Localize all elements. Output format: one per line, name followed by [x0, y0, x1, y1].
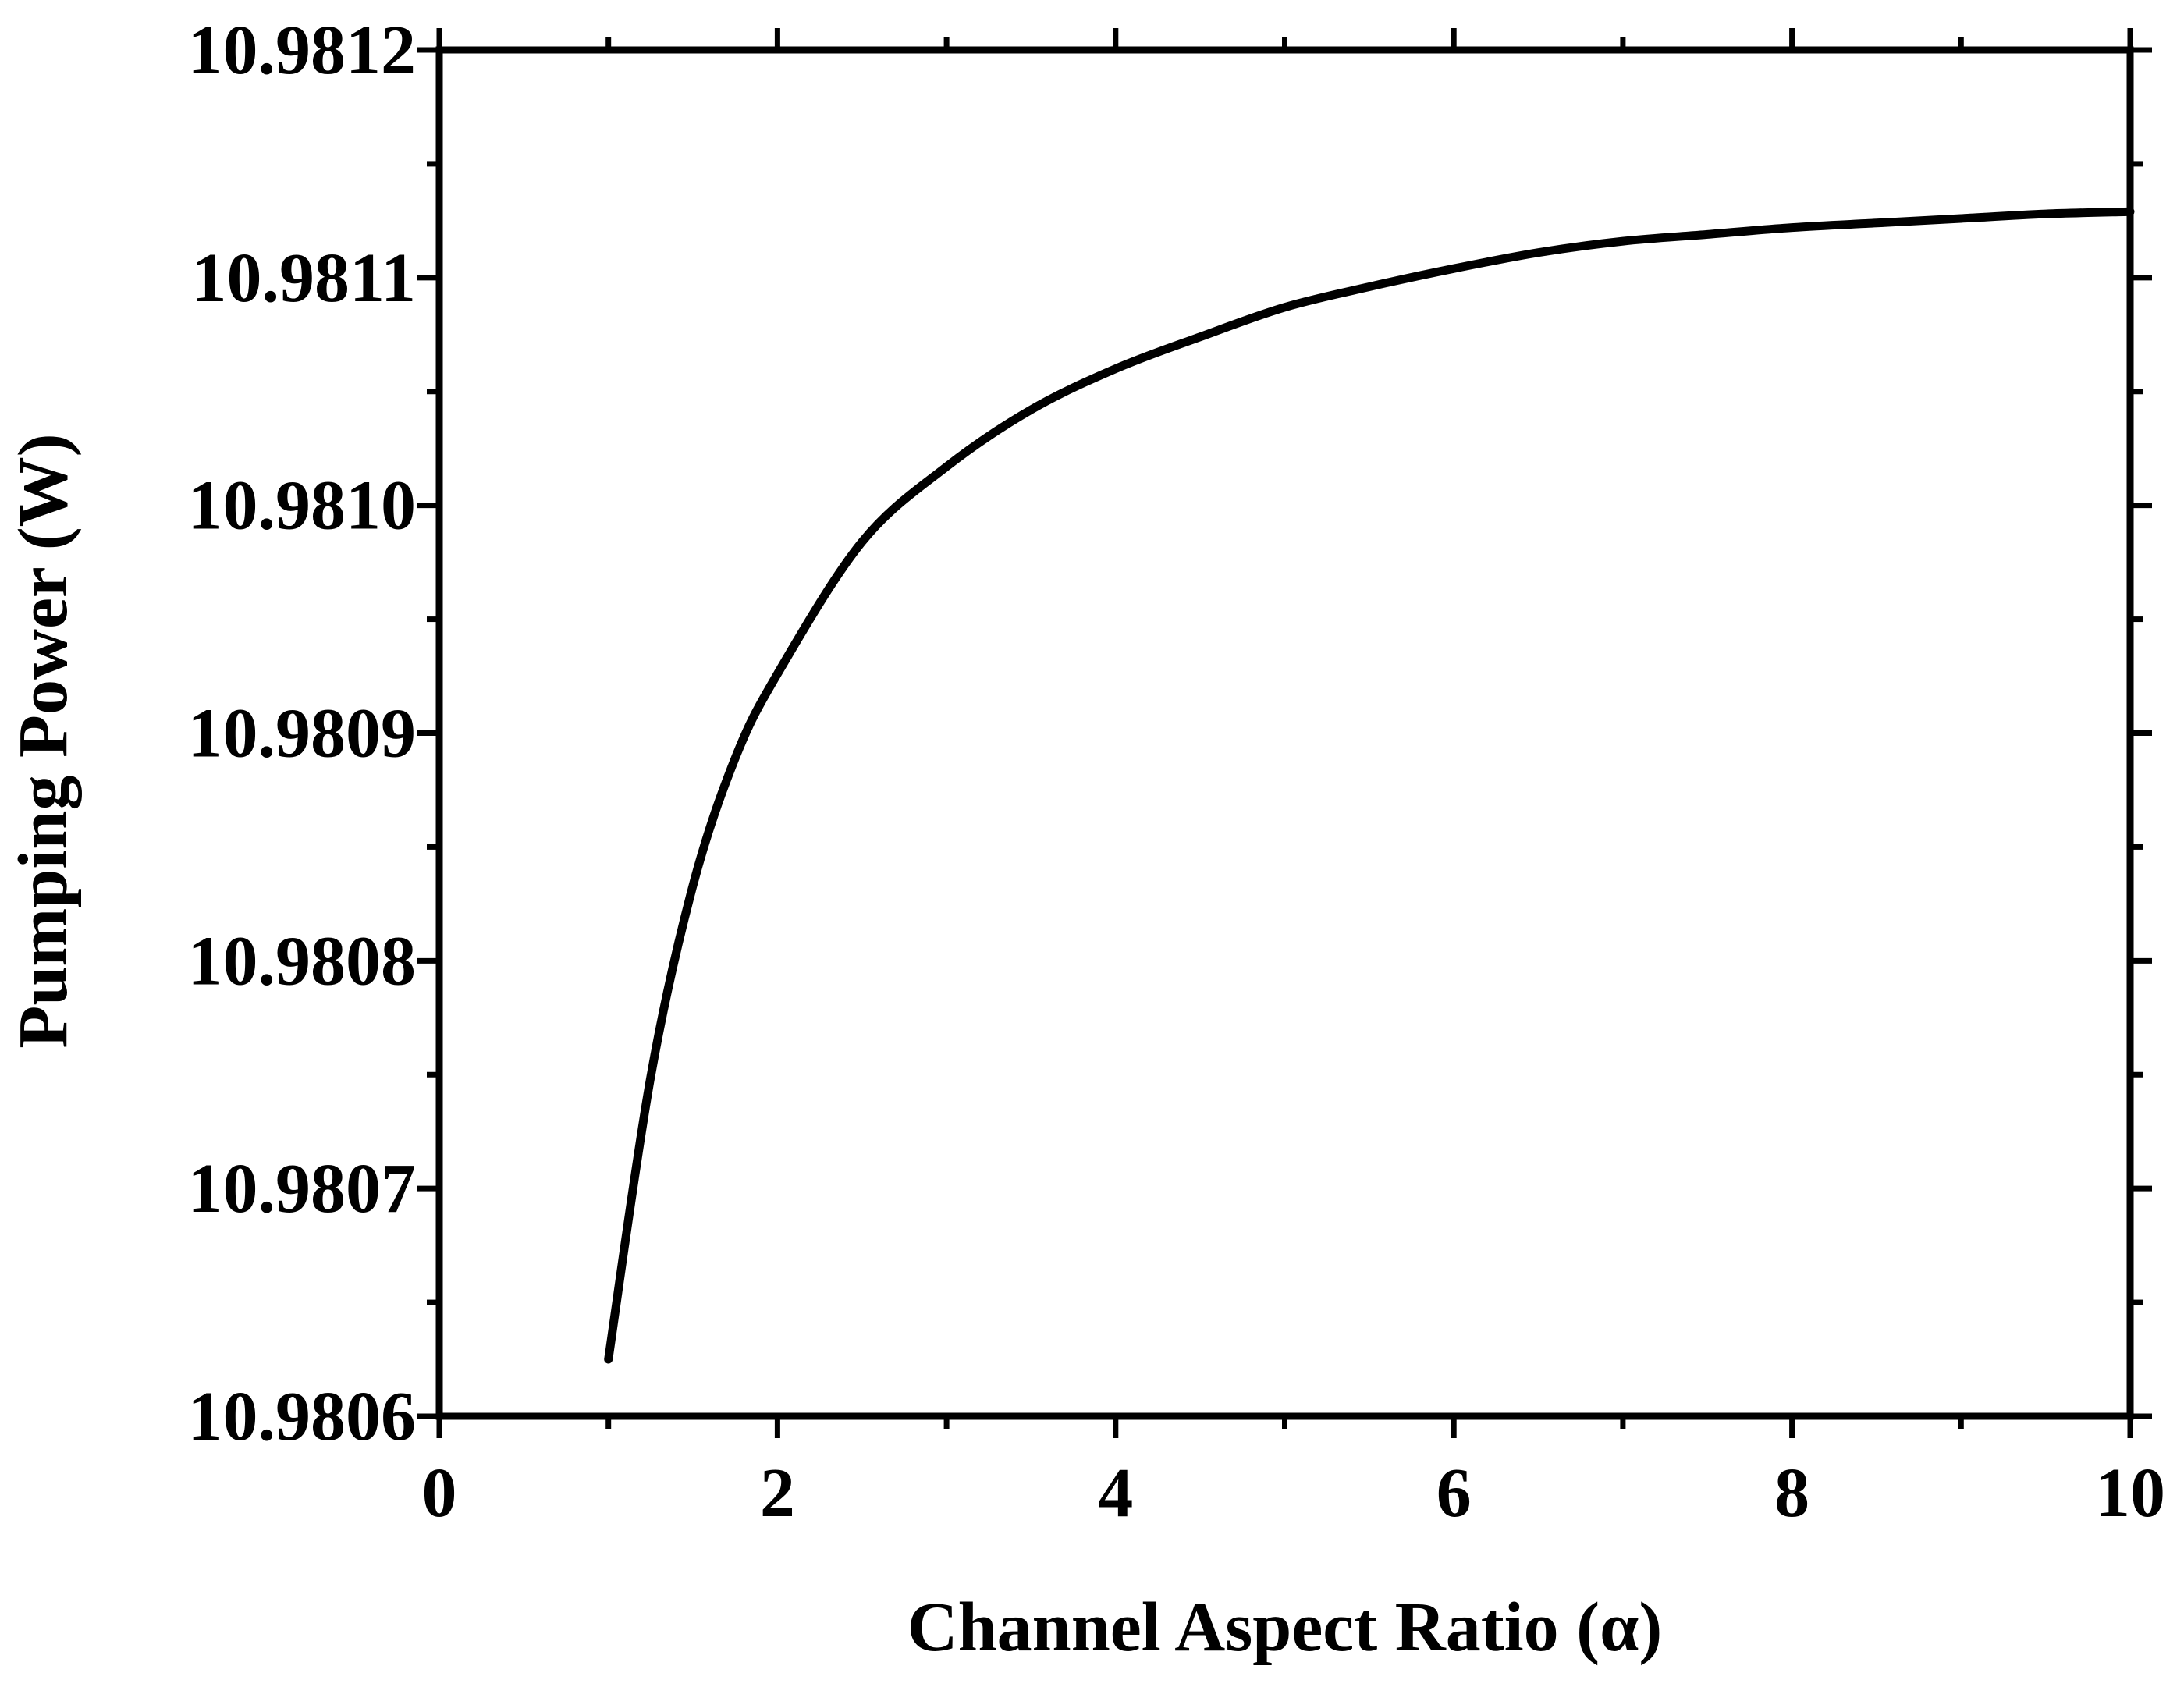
- y-tick-label: 10.9808: [188, 922, 417, 1000]
- y-tick-label: 10.9812: [188, 12, 417, 89]
- y-axis-tick-labels: 10.9806 10.9807 10.9808 10.9809 10.9810 10.98…: [188, 12, 417, 1455]
- y-tick-label: 10.9811: [191, 240, 416, 317]
- y-tick-label: 10.9806: [188, 1378, 417, 1455]
- series-layer: [604, 207, 2135, 1364]
- x-tick-label: 0: [422, 1454, 457, 1532]
- y-tick-label: 10.9809: [188, 695, 417, 772]
- series-line-0: [604, 207, 2135, 1364]
- x-tick-label: 2: [760, 1454, 795, 1532]
- x-tick-label: 8: [1774, 1454, 1809, 1532]
- x-tick-label: 10: [2095, 1454, 2165, 1532]
- x-tick-label: 6: [1436, 1454, 1472, 1532]
- x-axis-tick-labels: 0 2 4 6 8 10: [422, 1454, 2166, 1532]
- y-tick-label: 10.9810: [188, 467, 417, 545]
- plot-frame: [435, 46, 2134, 1420]
- x-tick-label: 4: [1098, 1454, 1133, 1532]
- y-tick-label: 10.9807: [188, 1150, 417, 1227]
- x-axis-ticks: [436, 28, 2133, 1438]
- y-axis-ticks: [417, 47, 2152, 1419]
- y-axis-title: Pumping Power (W): [5, 433, 82, 1048]
- x-axis-title: Channel Aspect Ratio (α): [907, 1589, 1663, 1666]
